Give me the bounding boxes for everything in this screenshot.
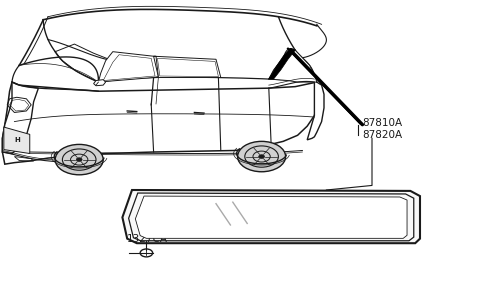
Polygon shape	[94, 80, 106, 86]
Polygon shape	[2, 82, 38, 154]
Polygon shape	[269, 49, 295, 79]
Circle shape	[55, 144, 103, 175]
Polygon shape	[4, 127, 30, 154]
Circle shape	[238, 141, 286, 172]
Text: 1327CA: 1327CA	[127, 234, 168, 244]
Circle shape	[76, 158, 82, 161]
Polygon shape	[135, 196, 407, 238]
Polygon shape	[2, 82, 317, 164]
Polygon shape	[154, 56, 221, 78]
Polygon shape	[269, 50, 317, 82]
Text: 87820A: 87820A	[362, 130, 403, 140]
Polygon shape	[307, 79, 324, 140]
Circle shape	[259, 155, 264, 158]
Text: H: H	[14, 137, 20, 143]
Polygon shape	[129, 193, 414, 241]
Polygon shape	[122, 190, 420, 243]
Polygon shape	[55, 44, 113, 82]
Text: 87810A: 87810A	[362, 118, 403, 128]
Polygon shape	[98, 52, 158, 82]
